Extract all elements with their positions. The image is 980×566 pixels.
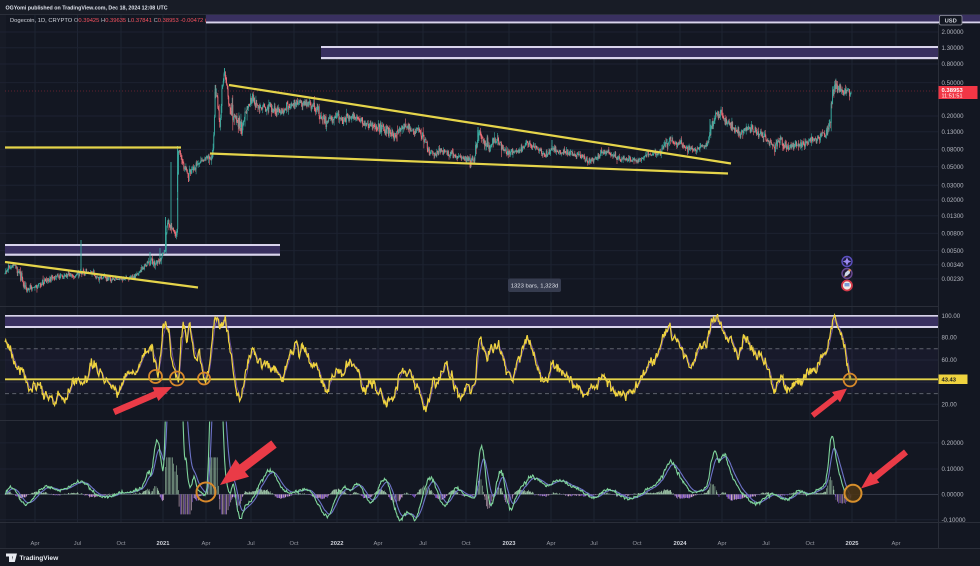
- svg-text:2024: 2024: [674, 541, 688, 547]
- svg-text:0.00230: 0.00230: [942, 276, 965, 283]
- svg-text:60.00: 60.00: [942, 357, 958, 364]
- svg-text:TradingView: TradingView: [20, 555, 60, 562]
- svg-text:0.00500: 0.00500: [942, 248, 965, 255]
- svg-text:11:51:51: 11:51:51: [942, 94, 963, 100]
- svg-text:0.02000: 0.02000: [942, 197, 965, 204]
- svg-text:0.00800: 0.00800: [942, 231, 965, 238]
- svg-text:0.03000: 0.03000: [942, 182, 965, 189]
- svg-text:Oct: Oct: [461, 541, 470, 547]
- svg-text:0.00000: 0.00000: [942, 492, 965, 499]
- svg-text:-0.10000: -0.10000: [942, 517, 967, 524]
- svg-text:0.00340: 0.00340: [942, 262, 965, 269]
- svg-text:0.01300: 0.01300: [942, 213, 965, 220]
- svg-text:2022: 2022: [331, 541, 344, 547]
- svg-text:0.05000: 0.05000: [942, 164, 965, 171]
- svg-text:Oct: Oct: [632, 541, 641, 547]
- svg-text:2021: 2021: [157, 541, 171, 547]
- svg-text:Jul: Jul: [247, 541, 254, 547]
- svg-text:2.00000: 2.00000: [942, 29, 965, 36]
- svg-text:Apr: Apr: [717, 541, 726, 547]
- svg-text:Oct: Oct: [116, 541, 125, 547]
- svg-text:Oct: Oct: [805, 541, 814, 547]
- svg-text:0.08000: 0.08000: [942, 147, 965, 154]
- svg-text:0.80000: 0.80000: [942, 61, 965, 68]
- svg-text:20.00: 20.00: [942, 401, 958, 408]
- svg-text:0.20000: 0.20000: [942, 440, 965, 447]
- svg-text:Apr: Apr: [201, 541, 210, 547]
- svg-text:2025: 2025: [846, 541, 860, 547]
- svg-text:Jul: Jul: [419, 541, 426, 547]
- svg-text:0.20000: 0.20000: [942, 113, 965, 120]
- svg-text:43.43: 43.43: [942, 378, 957, 384]
- svg-text:1323 bars, 1,323d: 1323 bars, 1,323d: [511, 284, 559, 290]
- svg-text:Apr: Apr: [30, 541, 39, 547]
- svg-text:Oct: Oct: [289, 541, 298, 547]
- svg-text:Apr: Apr: [891, 541, 900, 547]
- svg-text:Apr: Apr: [373, 541, 382, 547]
- svg-text:0.50000: 0.50000: [942, 80, 965, 87]
- svg-text:0.10000: 0.10000: [942, 466, 965, 473]
- svg-text:80.00: 80.00: [942, 335, 958, 342]
- svg-text:Jul: Jul: [74, 541, 81, 547]
- svg-text:Dogecoin, 1D, CRYPTO O0.39425: Dogecoin, 1D, CRYPTO O0.39425 H0.39635 L…: [10, 18, 227, 24]
- svg-text:Jul: Jul: [590, 541, 597, 547]
- svg-text:OGYomi published on TradingVie: OGYomi published on TradingView.com, Dec…: [6, 5, 168, 11]
- svg-text:0.38953: 0.38953: [942, 88, 964, 94]
- svg-text:USD: USD: [945, 18, 957, 24]
- svg-text:Jul: Jul: [762, 541, 769, 547]
- svg-text:100.00: 100.00: [942, 313, 961, 320]
- svg-text:2023: 2023: [503, 541, 517, 547]
- svg-text:0.13000: 0.13000: [942, 129, 965, 136]
- svg-text:1.30000: 1.30000: [942, 45, 965, 52]
- svg-text:Apr: Apr: [546, 541, 555, 547]
